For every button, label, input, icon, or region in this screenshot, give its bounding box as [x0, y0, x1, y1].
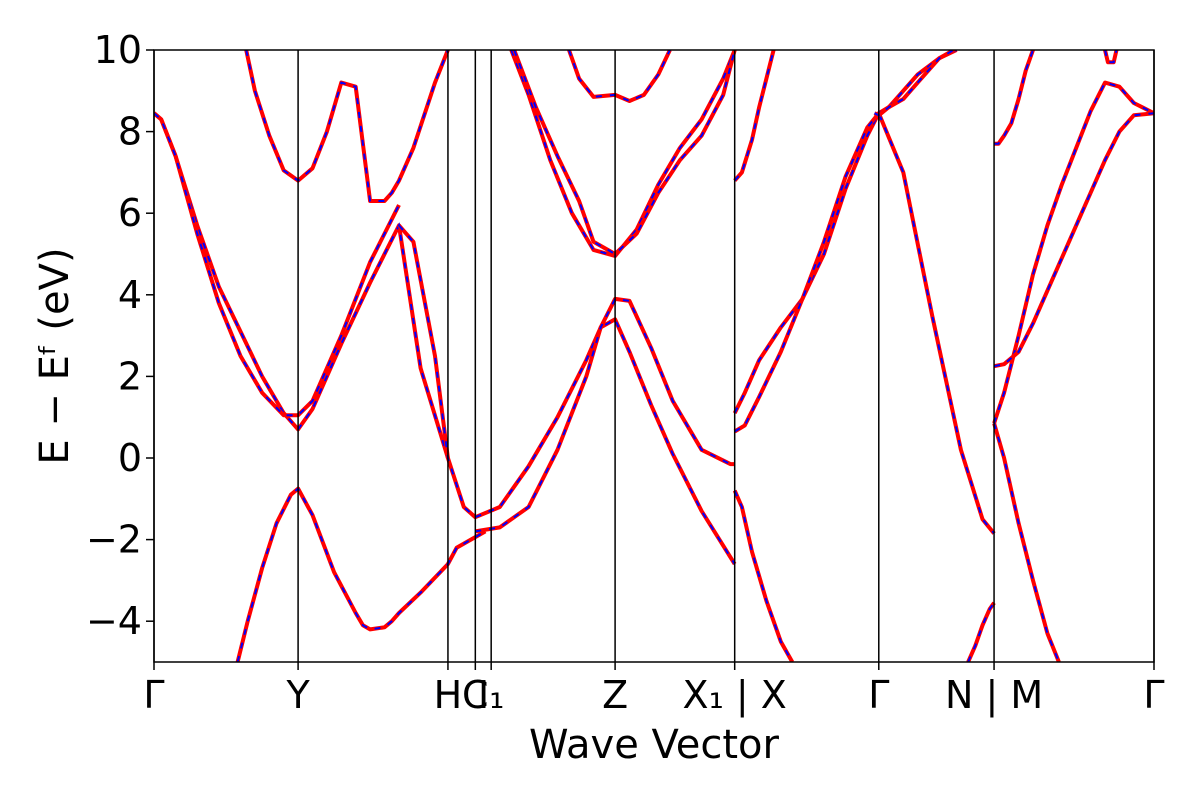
plot-frame: [153, 49, 1155, 663]
band-line-4-dashed: [245, 50, 449, 202]
band-line-7-dashed: [510, 50, 736, 258]
band-line-15-dashed: [967, 602, 995, 662]
x-tick-label: X₁ | X: [683, 673, 787, 718]
y-axis: −4 −2 0 2 4 6 8 10: [86, 28, 154, 643]
band-line-11-dashed: [733, 110, 995, 535]
y-tick-label: 8: [118, 110, 142, 154]
x-axis-label: Wave Vector: [529, 722, 780, 768]
band-line-6-dashed: [475, 297, 735, 533]
band-line-14-dashed: [874, 50, 956, 117]
band-line-15: [966, 601, 996, 662]
band-line-4: [244, 50, 450, 203]
band-line-9: [567, 50, 672, 103]
y-tick-label: 10: [94, 28, 142, 72]
lines-layer: [154, 50, 1154, 662]
band-line-18: [992, 422, 1061, 662]
band-line-16-dashed: [993, 81, 1154, 424]
x-tick-label: Γ: [143, 673, 164, 717]
band-line-18-dashed: [993, 423, 1060, 662]
x-tick-label: H: [434, 673, 463, 717]
band-line-9-dashed: [568, 50, 671, 103]
band-line-13-dashed: [733, 490, 794, 662]
y-tick-label: 0: [118, 436, 142, 480]
band-line-2-dashed: [154, 112, 400, 417]
band-line-8: [512, 50, 737, 256]
band-line-12: [733, 50, 958, 434]
x-tick-label: Y: [285, 673, 310, 717]
y-tick-label: 6: [118, 191, 142, 235]
band-line-2: [154, 111, 401, 418]
band-line-13: [732, 489, 795, 662]
band-line-20-dashed: [1104, 50, 1118, 64]
band-line-20: [1103, 50, 1119, 65]
band-line-11: [732, 111, 996, 535]
x-tick-label: N | M: [945, 673, 1043, 718]
y-tick-label: −2: [86, 518, 142, 562]
y-axis-label: E − Eᶠ (eV): [32, 247, 78, 464]
band-line-19-dashed: [994, 50, 1034, 145]
x-tick-label: Z: [602, 673, 628, 717]
band-line-17: [993, 111, 1154, 369]
y-tick-label: 2: [118, 354, 142, 398]
y-tick-label: 4: [118, 273, 142, 317]
x-tick-label: I₁: [478, 673, 504, 717]
band-line-5: [397, 224, 737, 566]
band-line-10-dashed: [733, 50, 775, 182]
x-tick-label: Γ: [1143, 673, 1164, 717]
x-axis: Γ Y H CI₁ Z X₁ | X Γ N | M Γ: [143, 662, 1165, 718]
band-line-16: [992, 80, 1154, 424]
band-line-14: [873, 50, 957, 118]
x-tick-label: C: [462, 673, 489, 717]
y-tick-label: −4: [86, 599, 142, 643]
band-line-7: [509, 50, 737, 258]
x-tick-label: Γ: [868, 673, 889, 717]
band-line-3: [235, 486, 487, 662]
